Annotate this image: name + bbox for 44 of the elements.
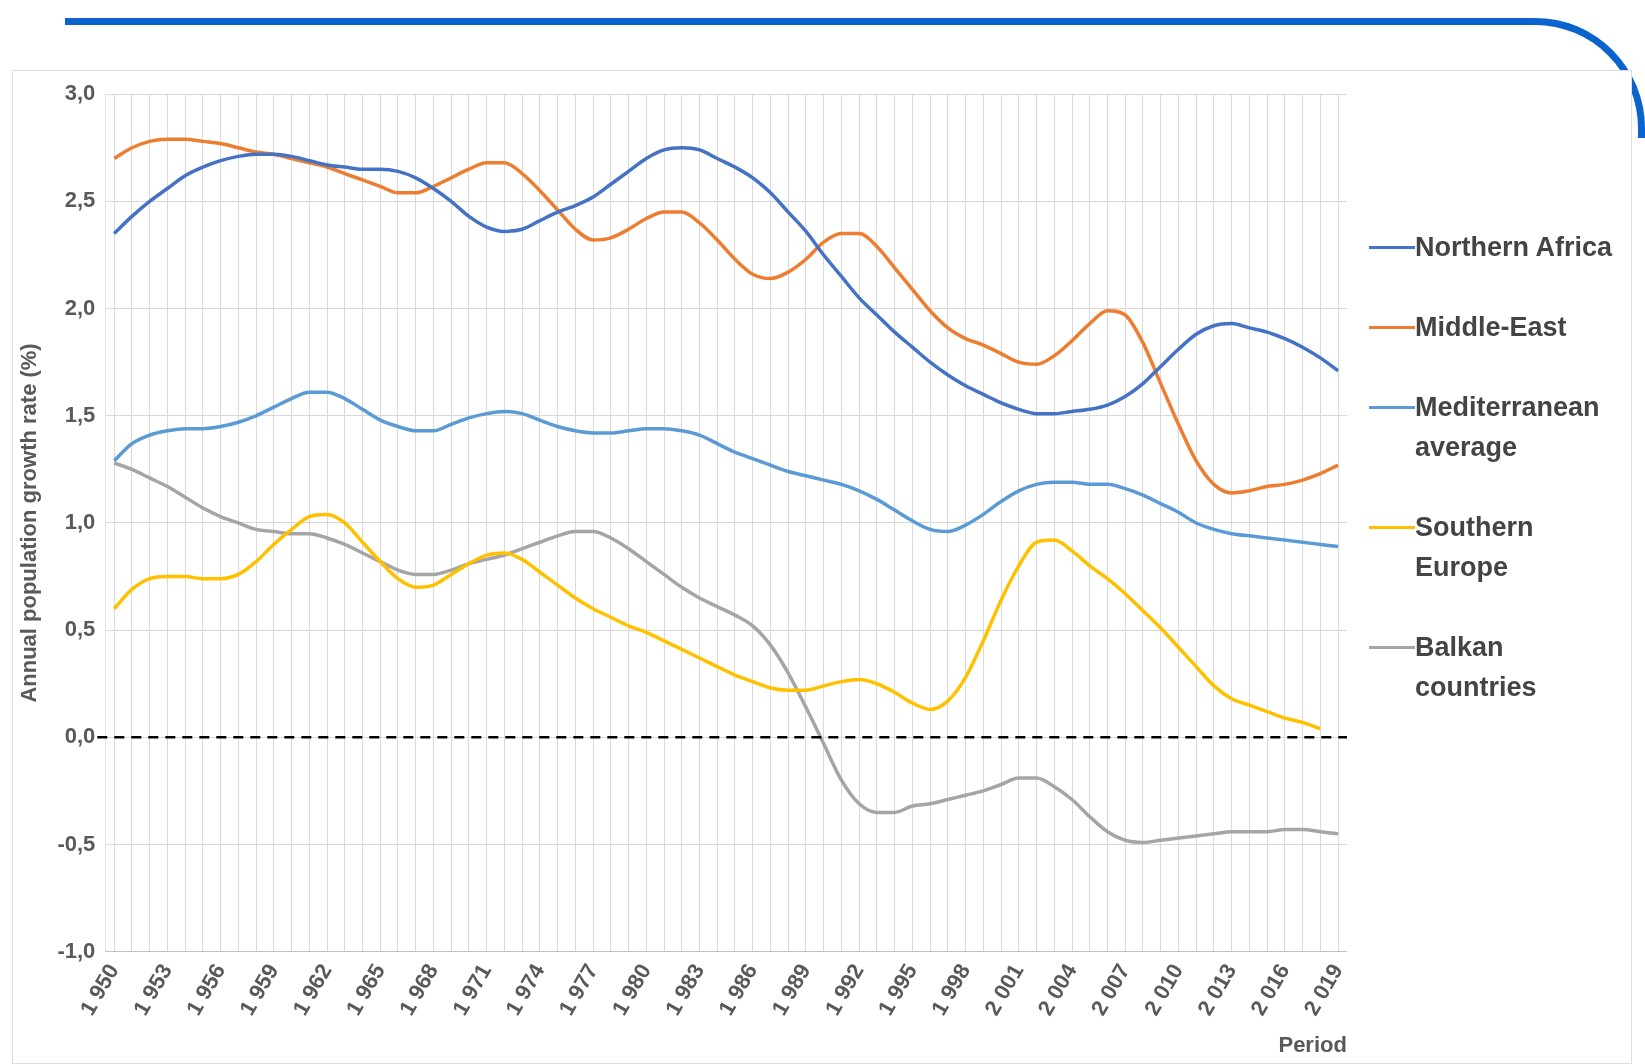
y-tick-label: 0,5 [64,616,96,642]
x-tick-label: 1 965 [340,959,390,1020]
y-tick-label: -0,5 [57,830,96,856]
x-axis-title: Period [1278,1031,1347,1057]
y-tick-label: 1,0 [64,509,96,535]
x-tick-label: 1 977 [553,959,603,1020]
x-tick-label: 1 959 [234,959,284,1020]
y-axis-title: Annual population growth rate (%) [16,343,42,703]
x-tick-label: 1 953 [127,959,177,1020]
legend-label: Mediterranean average [1415,391,1601,464]
x-tick-label: 1 998 [926,959,976,1020]
x-tick-label: 2 016 [1245,959,1295,1020]
y-tick-label: 3,0 [64,80,96,106]
x-tick-label: 1 968 [393,959,444,1020]
y-tick-label: 2,0 [64,294,96,320]
y-tick-label: 1,5 [64,401,96,427]
line-series [112,512,1323,731]
y-tick-label: -1,0 [57,937,96,963]
x-tick-label: 1 980 [606,959,656,1020]
x-tick-label: 2 007 [1085,959,1135,1020]
x-tick-label: 2 013 [1192,959,1242,1020]
legend-label: Southern Europe [1415,511,1535,584]
x-tick-label: 1 956 [181,959,231,1020]
legend-label: Balkan countries [1415,631,1538,704]
x-tick-label: 1 971 [447,959,497,1020]
x-tick-label: 1 983 [659,959,710,1020]
x-tick-label: 2 010 [1138,959,1189,1020]
y-tick-label: 0,0 [64,723,96,749]
line-series [112,137,1340,495]
x-tick-label: 1 962 [287,959,337,1020]
x-tick-label: 2 004 [1032,958,1082,1020]
line-series [112,390,1340,549]
line-series [112,461,1340,845]
x-tick-label: 1 995 [872,959,922,1020]
line-series [112,146,1340,416]
legend-label: Northern Africa [1415,231,1613,264]
x-tick-label: 1 974 [500,958,550,1020]
x-tick-label: 2 019 [1298,959,1348,1020]
y-tick-label: 2,5 [64,187,96,213]
x-tick-label: 1 992 [819,959,869,1020]
x-tick-label: 1 986 [713,959,763,1020]
x-tick-label: 1 989 [766,959,816,1020]
x-tick-label: 2 001 [979,959,1029,1020]
legend-label: Middle-East [1415,311,1567,344]
